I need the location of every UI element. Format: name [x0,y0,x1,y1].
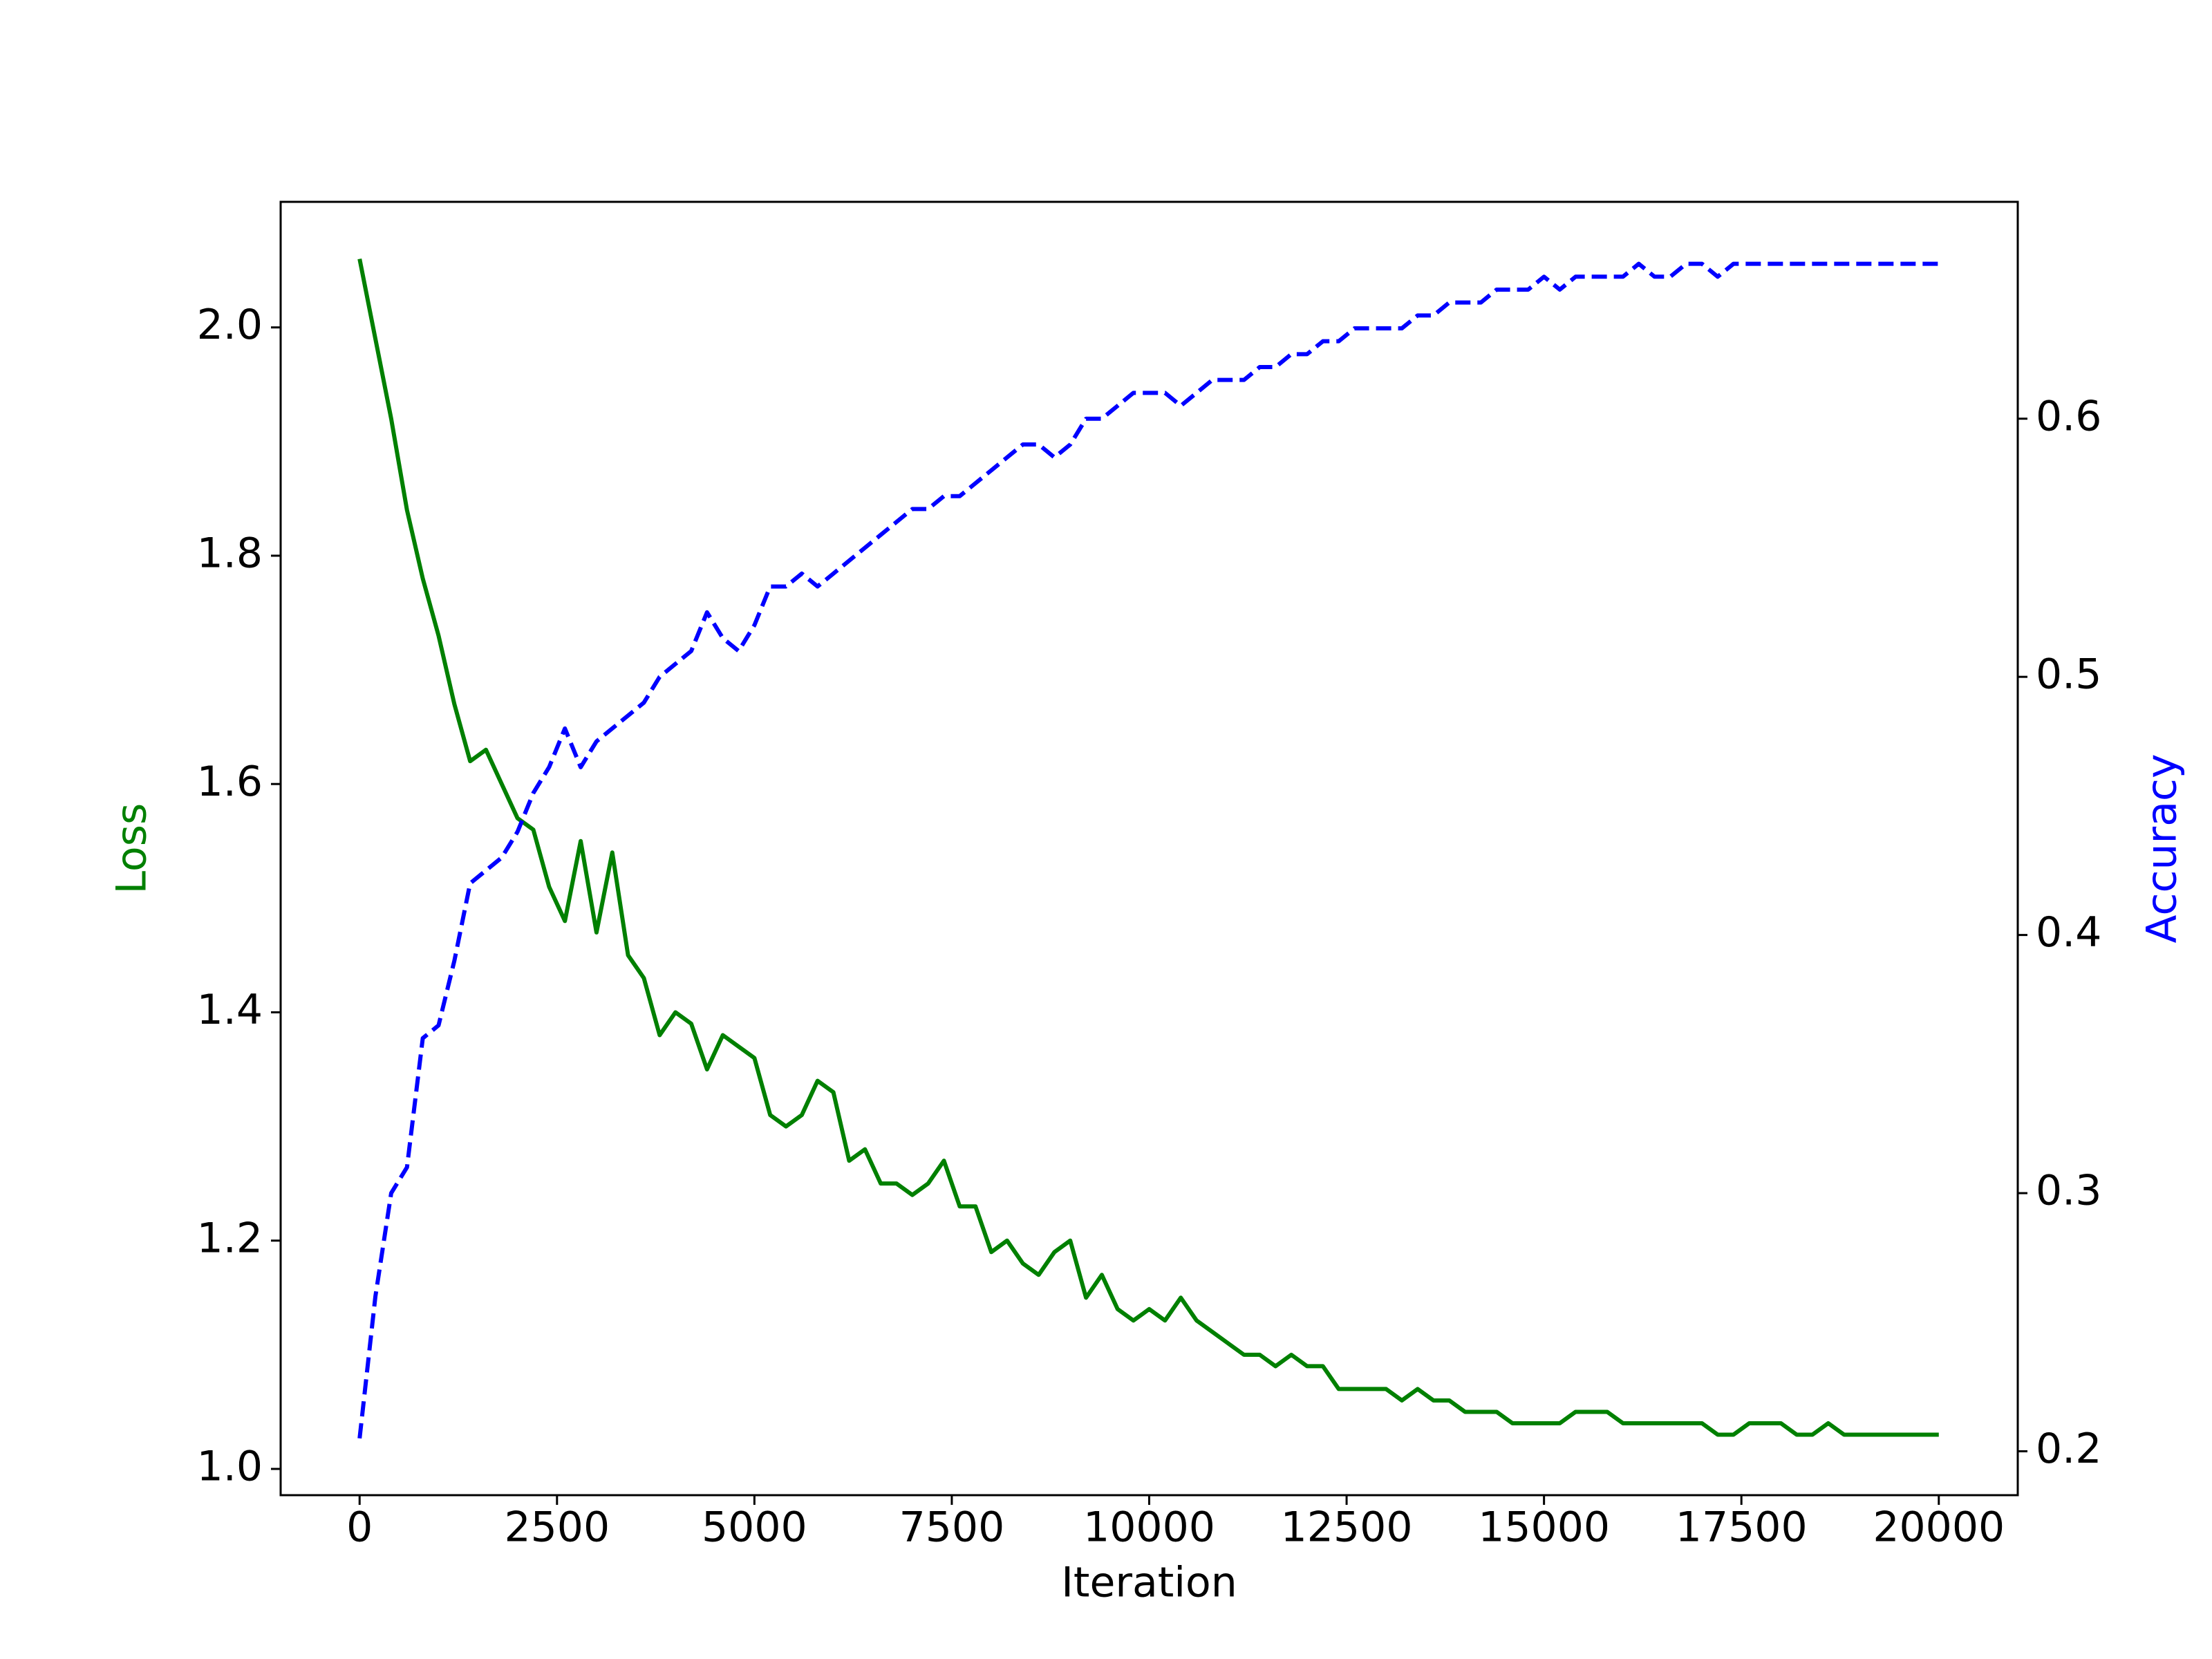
y-tick-label: 1.6 [197,758,263,806]
x-tick-label: 20000 [1873,1503,2005,1552]
x-tick-label: 15000 [1478,1503,1610,1552]
y2-tick-label: 0.5 [2036,650,2101,699]
y-tick-label: 1.2 [197,1214,263,1262]
y-axis-label: Loss [108,803,156,894]
y-tick-label: 1.0 [197,1443,263,1491]
y-tick-label: 1.8 [197,529,263,578]
series-line [357,261,1939,1439]
y2-tick-label: 0.4 [2036,908,2101,957]
y2-tick-label: 0.3 [2036,1167,2101,1215]
x-tick-label: 0 [346,1503,373,1552]
y-tick-label: 2.0 [197,301,263,349]
x-tick-label: 7500 [899,1503,1005,1552]
series-line [357,258,1939,1437]
x-tick-label: 17500 [1676,1503,1808,1552]
y2-axis-label: Accuracy [2138,754,2186,944]
x-tick-label: 2500 [504,1503,610,1552]
plot-frame [279,200,2019,1497]
y-tick-label: 1.4 [197,986,263,1034]
y2-tick-label: 0.6 [2036,392,2101,440]
x-axis-label: Iteration [1061,1559,1237,1607]
x-tick-label: 12500 [1281,1503,1413,1552]
y2-tick-label: 0.2 [2036,1425,2101,1473]
x-tick-label: 10000 [1083,1503,1215,1552]
x-tick-label: 5000 [702,1503,807,1552]
